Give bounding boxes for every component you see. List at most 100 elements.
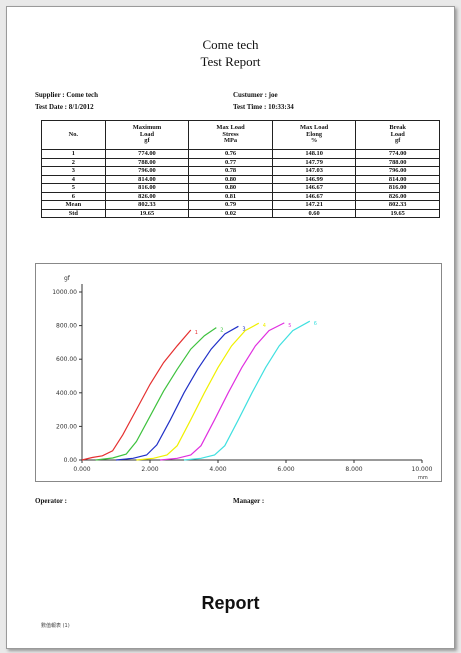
header-text: gf [144, 137, 150, 145]
cell: 147.21 [271, 200, 357, 210]
series-label-4: 4 [263, 323, 266, 329]
cell: 816.00 [355, 183, 440, 193]
cell: 826.00 [104, 191, 190, 201]
cell: Mean [41, 200, 106, 210]
cell: 774.00 [104, 149, 190, 159]
cell: 146.99 [271, 174, 357, 184]
customer-label: Custumer : joe [233, 91, 278, 99]
col-header-elong: Max Load Elong % [271, 120, 357, 150]
col-header-no: No. [41, 120, 106, 150]
y-tick-label: 200.00 [56, 423, 77, 430]
page-note: 數值報表 (1) [41, 623, 70, 629]
y-tick-label: 400.00 [56, 390, 77, 397]
col-header-max-load: Maximum Load gf [104, 120, 190, 150]
header-text: Max Load [216, 123, 245, 131]
table-row: 6 826.00 0.81 146.67 826.00 [41, 191, 440, 201]
table-header-row: No. Maximum Load gf Max Load Stress MPa … [41, 120, 440, 150]
cell: 826.00 [355, 191, 440, 201]
supplier-label: Supplier : Come tech [35, 91, 99, 99]
series-line-2 [95, 327, 217, 461]
header-text: Max Load [300, 123, 329, 131]
y-axis-label: gf [64, 275, 71, 282]
results-table: No. Maximum Load gf Max Load Stress MPa … [41, 120, 440, 218]
header-text: Load [390, 130, 405, 138]
load-elongation-chart: 0.00 200.00 400.00 600.00 800.00 1000.00 0.000… [35, 263, 442, 482]
cell: 146.67 [271, 191, 357, 201]
header-text: Break [389, 123, 406, 131]
cell: 4 [41, 174, 106, 184]
cell: 146.67 [271, 183, 357, 193]
table-row: 2 788.00 0.77 147.79 788.00 [41, 157, 440, 167]
cell: 148.10 [271, 149, 357, 159]
cell: 796.00 [104, 166, 190, 176]
cell: 814.00 [355, 174, 440, 184]
y-tick-label: 0.00 [64, 457, 78, 464]
cell: 788.00 [355, 157, 440, 167]
company-title: Come tech [202, 37, 259, 52]
header-text: No. [68, 130, 79, 138]
cell: 0.76 [188, 149, 273, 159]
header-text: Load [139, 130, 155, 138]
x-tick-label: 4.000 [209, 466, 226, 473]
test-time-label: Test Time : 10:33:34 [233, 103, 294, 111]
cell: 814.00 [104, 174, 190, 184]
cell: 1 [41, 149, 106, 159]
cell: 0.77 [188, 157, 273, 167]
header-text: % [310, 137, 318, 145]
cell: 0.81 [188, 191, 273, 201]
cell: Std [41, 208, 106, 218]
x-tick-label: 6.000 [277, 466, 294, 473]
cell: 147.03 [271, 166, 357, 176]
table-row: Mean 802.33 0.79 147.21 802.33 [41, 200, 440, 210]
table-row: 4 814.00 0.80 146.99 814.00 [41, 174, 440, 184]
operator-label: Operator : [35, 497, 67, 505]
cell: 3 [41, 166, 106, 176]
header-text: MPa [223, 137, 238, 145]
cell: 19.65 [355, 208, 440, 218]
table-row: 5 816.00 0.80 146.67 816.00 [41, 183, 440, 193]
y-tick-label: 1000.00 [52, 289, 77, 296]
cell: 147.79 [271, 157, 357, 167]
cell: 19.65 [104, 208, 190, 218]
series-line-6 [183, 320, 311, 461]
x-tick-label: 8.000 [345, 466, 362, 473]
x-axis-label: mm [418, 475, 428, 481]
series-line-3 [115, 325, 239, 461]
x-tick-label: 0.000 [73, 466, 90, 473]
series-label-1: 1 [195, 330, 198, 336]
cell: 802.33 [355, 200, 440, 210]
y-tick-label: 600.00 [56, 356, 77, 363]
chart-svg: 0.00 200.00 400.00 600.00 800.00 1000.00 0.000… [52, 275, 432, 481]
cell: 774.00 [355, 149, 440, 159]
cell: 0.78 [188, 166, 273, 176]
cell: 802.33 [104, 200, 190, 210]
x-tick-label: 2.000 [141, 466, 158, 473]
series-line-5 [160, 322, 285, 461]
table-row: Std 19.65 0.02 0.60 19.65 [41, 208, 440, 218]
cell: 788.00 [104, 157, 190, 167]
test-date-label: Test Date : 8/1/2012 [35, 103, 94, 111]
col-header-break-load: Break Load gf [355, 120, 440, 150]
cell: 0.80 [188, 183, 273, 193]
report-title: Test Report [200, 54, 261, 69]
series-line-4 [136, 322, 260, 461]
report-page: Come tech Test Report Supplier : Come te… [6, 6, 455, 649]
table-row: 3 796.00 0.78 147.03 796.00 [41, 166, 440, 176]
cell: 0.60 [271, 208, 357, 218]
cell: 0.02 [188, 208, 273, 218]
cell: 816.00 [104, 183, 190, 193]
y-tick-label: 800.00 [56, 323, 77, 330]
header-text: Elong [306, 130, 323, 138]
table-row: 1 774.00 0.76 148.10 774.00 [41, 149, 440, 159]
cell: 0.80 [188, 174, 273, 184]
series-label-3: 3 [242, 326, 245, 332]
cell: 796.00 [355, 166, 440, 176]
header-text: Stress [222, 130, 239, 138]
cell: 0.79 [188, 200, 273, 210]
header-text: Maximum [132, 123, 162, 131]
series-label-6: 6 [314, 321, 317, 327]
series-label-2: 2 [220, 328, 223, 334]
col-header-stress: Max Load Stress MPa [188, 120, 273, 150]
cell: 5 [41, 183, 106, 193]
cell: 6 [41, 191, 106, 201]
